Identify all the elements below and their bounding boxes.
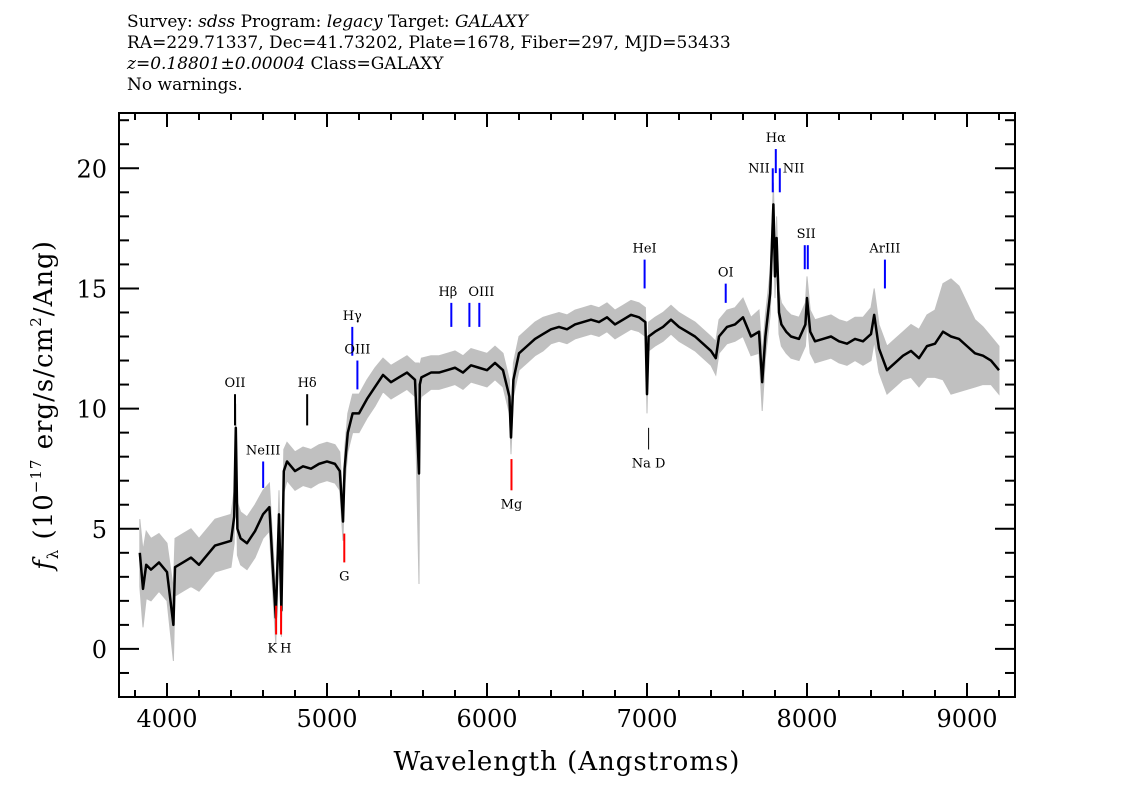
line-label: H	[280, 642, 291, 657]
survey-value: sdss	[198, 12, 236, 32]
line-label: OIII	[468, 285, 494, 300]
line-label: K	[267, 642, 277, 657]
line-label: SII	[797, 227, 816, 242]
target-value: GALAXY	[455, 12, 528, 32]
x-tick-label: 7000	[616, 705, 677, 733]
y-tick-label: 0	[92, 636, 107, 664]
line-label: Hγ	[343, 309, 362, 324]
line-label: Hβ	[438, 285, 457, 300]
program-label: Program:	[240, 12, 322, 32]
header-line-redshift: z=0.18801±0.00004 Class=GALAXY	[127, 54, 731, 75]
class-value: Class=GALAXY	[310, 54, 444, 74]
x-tick-label: 6000	[456, 705, 517, 733]
x-axis-label: Wavelength (Angstroms)	[394, 747, 741, 777]
line-label: NeIII	[246, 443, 280, 458]
header-line-survey: Survey: sdss Program: legacy Target: GAL…	[127, 12, 731, 33]
x-tick-label: 8000	[776, 705, 837, 733]
raw-flux-area	[139, 182, 1000, 662]
redshift-value: z=0.18801±0.00004	[127, 54, 306, 74]
raw-flux-band	[139, 182, 1000, 662]
line-label: Mg	[501, 497, 523, 512]
y-tick-label: 20	[76, 155, 107, 183]
y-tick-label: 15	[76, 275, 107, 303]
line-label: NII	[748, 161, 770, 176]
line-label: ArIII	[868, 242, 900, 257]
header-line-coords: RA=229.71337, Dec=41.73202, Plate=1678, …	[127, 33, 731, 53]
x-tick-label: 9000	[936, 705, 997, 733]
plot-frame	[118, 112, 1016, 698]
line-label: OII	[225, 376, 246, 391]
axis-ticks: 4000 5000 6000 7000 8000 9000 0 5 10 15 20	[76, 113, 1015, 733]
line-label: NII	[783, 161, 805, 176]
smoothed-flux-line	[138, 203, 1000, 627]
program-value: legacy	[326, 12, 383, 32]
target-label: Target:	[387, 12, 450, 32]
y-axis-label: fλ (10−17 erg/s/cm2/Ang)	[27, 240, 62, 572]
smoothed-flux-path	[138, 203, 1000, 627]
line-label: HeI	[633, 242, 657, 257]
x-tick-label: 5000	[296, 705, 357, 733]
line-label: OIII	[344, 343, 370, 358]
y-tick-label: 10	[76, 396, 107, 424]
line-markers: OII NeIII Hδ Hγ OIII Hβ OIII HeI OI NII Hα NII SII Ar…	[225, 131, 901, 656]
line-label: Hδ	[298, 376, 317, 391]
line-label: G	[339, 569, 349, 584]
x-tick-label: 4000	[136, 705, 197, 733]
header-line-warnings: No warnings.	[127, 75, 243, 95]
line-label: Hα	[766, 131, 786, 146]
y-tick-label: 5	[92, 516, 107, 544]
line-label: OI	[718, 266, 734, 281]
line-label: Na D	[632, 456, 666, 471]
survey-label: Survey:	[127, 12, 193, 32]
spectrum-header: Survey: sdss Program: legacy Target: GAL…	[127, 12, 731, 96]
